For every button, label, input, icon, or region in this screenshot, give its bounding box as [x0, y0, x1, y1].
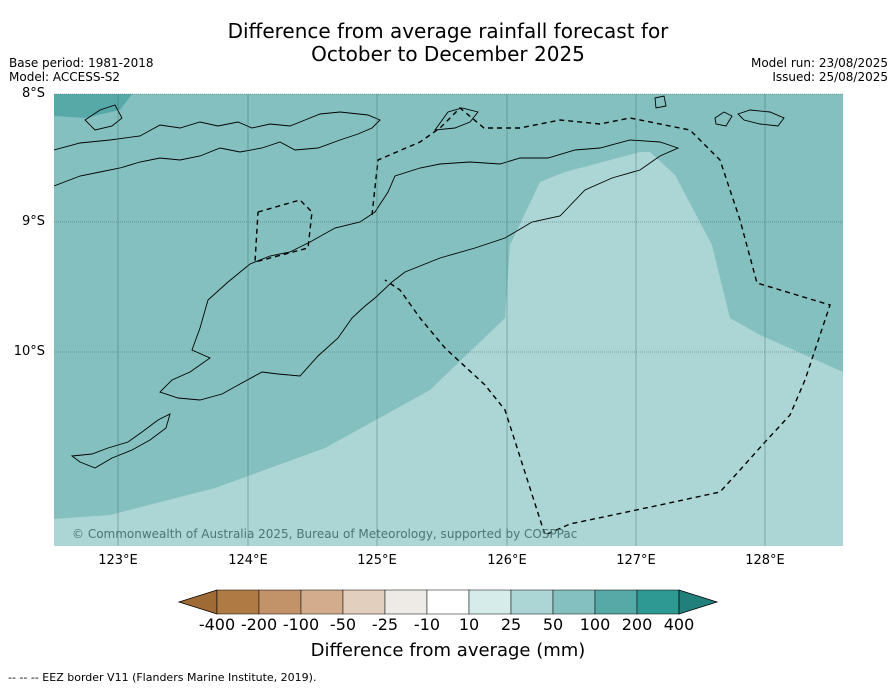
lat-label-10s: 10°S: [13, 344, 45, 359]
island-east-small: [714, 111, 733, 127]
eez-border: [254, 107, 831, 536]
cb-tick-label: 25: [500, 615, 522, 634]
cb-tick-label: 400: [663, 615, 695, 634]
island-north-timor: [54, 111, 381, 187]
lon-label-128e: 128°E: [745, 553, 785, 568]
colorbar-segment: [510, 589, 554, 615]
zone-25-50: [54, 152, 843, 546]
meta-right: Model run: 23/08/2025 Issued: 25/08/2025: [751, 56, 888, 84]
island-small-west: [84, 104, 123, 131]
colorbar-extend-high: [678, 589, 719, 615]
eez-footnote: -- -- -- EEZ border V11 (Flanders Marine…: [8, 671, 317, 684]
cb-tick-label: 50: [542, 615, 564, 634]
colorbar-segment: [594, 589, 638, 615]
colorbar-segment: [552, 589, 596, 615]
cb-tick-label: -25: [371, 615, 399, 634]
cb-tick-label: -50: [329, 615, 357, 634]
colorbar-extend-low: [177, 589, 218, 615]
timor-coastline: [159, 139, 680, 401]
cb-tick-label: 200: [621, 615, 653, 634]
map-title: Difference from average rainfall forecas…: [0, 20, 896, 66]
island-east-dot: [654, 95, 667, 109]
colorbar-segment: [468, 589, 512, 615]
meridians: [117, 94, 766, 546]
lon-label-126e: 126°E: [487, 553, 527, 568]
lon-label-124e: 124°E: [228, 553, 268, 568]
colorbar-segment: [636, 589, 680, 615]
colorbar-segment: [300, 589, 344, 615]
island-east: [737, 109, 785, 127]
colorbar-segment: [426, 589, 470, 615]
cb-tick-label: 100: [579, 615, 611, 634]
island-south-west: [70, 413, 171, 469]
colorbar-segment: [342, 589, 386, 615]
cb-tick-label: -10: [413, 615, 441, 634]
title-line-2: October to December 2025: [311, 42, 585, 66]
cb-tick-label: -200: [240, 615, 278, 634]
zone-100-200: [54, 94, 132, 118]
model-run: Model run: 23/08/2025: [750, 56, 888, 70]
copyright-notice: © Commonwealth of Australia 2025, Bureau…: [72, 527, 578, 541]
cb-tick-label: -400: [198, 615, 236, 634]
cb-tick-label: 10: [458, 615, 480, 634]
lat-label-8s: 8°S: [21, 86, 45, 101]
lon-label-125e: 125°E: [357, 553, 397, 568]
base-period: Base period: 1981-2018: [9, 56, 154, 70]
colorbar-segment: [258, 589, 302, 615]
grid-lines: [54, 93, 843, 353]
cb-tick-label: -100: [282, 615, 320, 634]
meta-left: Base period: 1981-2018 Model: ACCESS-S2: [9, 56, 154, 84]
colorbar-segment: [384, 589, 428, 615]
colorbar-segment: [216, 589, 260, 615]
model-name: Model: ACCESS-S2: [9, 70, 121, 84]
colorbar-boxes: [177, 589, 719, 615]
lon-label-127e: 127°E: [616, 553, 656, 568]
lon-label-123e: 123°E: [98, 553, 138, 568]
island-wetar: [434, 107, 479, 131]
colorbar-title: Difference from average (mm): [310, 640, 586, 661]
lat-label-9s: 9°S: [21, 214, 45, 229]
issued-date: Issued: 25/08/2025: [772, 70, 888, 84]
title-line-1: Difference from average rainfall forecas…: [227, 19, 669, 43]
